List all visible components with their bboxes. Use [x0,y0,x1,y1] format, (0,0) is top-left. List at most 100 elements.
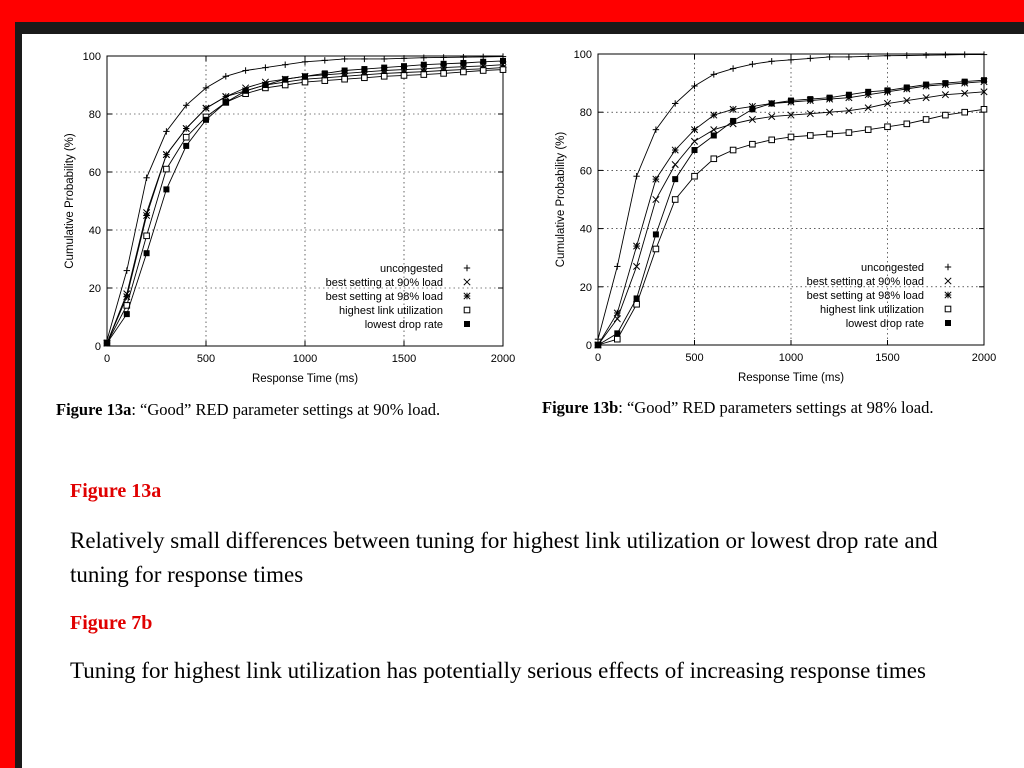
marker-shape [203,116,209,123]
chart-13a-x-tick-label-2000: 2000 [491,353,515,365]
chart-13b-series-uncongested-point [594,335,602,343]
marker-stroke [633,262,641,270]
marker-stroke [143,211,151,220]
marker-shape [440,70,447,77]
chart-13b-series-uncongested-point [768,58,775,65]
chart-13b-legend-label-uncongested: uncongested [861,262,924,274]
chart-13a-series-uncongested-point [202,84,210,92]
chart-13b-series-lowest-drop-rate-point [595,342,601,348]
chart-13b-series-lowest-drop-rate-point [614,330,621,337]
marker-stroke [710,111,718,119]
marker-shape [182,133,190,141]
marker-stroke [903,97,911,105]
chart-13b-series-best-setting-at-98-load-point [690,126,699,134]
marker-stroke [864,104,872,112]
marker-stroke [826,108,834,116]
marker-stroke [944,291,952,299]
marker-shape [302,73,308,80]
marker-stroke [787,111,795,119]
chart-13b-series-lowest-drop-rate-point [672,176,679,183]
figure-13b-caption-label: Figure 13b [542,398,619,417]
chart-13b-legend-label-best-setting-at-98-load: best setting at 98% load [807,290,924,302]
marker-shape [104,340,110,347]
chart-13b-series-best-setting-at-90-load-point [941,91,949,99]
chart-13b-series-uncongested-point [865,53,872,60]
marker-shape [942,80,949,87]
marker-shape [420,61,427,68]
chart-13b-series-highest-link-utilization-point [652,245,660,253]
marker-shape [865,88,872,95]
chart-13b-series-uncongested-point [729,65,737,72]
marker-shape [123,311,130,318]
chart-13b-legend-marker-lowest-drop-rate [945,320,951,326]
chart-13b-series-uncongested-point [980,51,988,58]
chart-13b-series-uncongested-point [826,53,833,61]
chart-13a-series-lowest-drop-rate-point [460,59,467,66]
slide-frame-top [15,22,1024,34]
chart-13b-series-highest-link-utilization-point [768,136,775,144]
chart-13a-series-uncongested-point [282,61,289,68]
chart-13a-series-best-setting-at-98-load-point [143,211,151,220]
chart-13b-series-uncongested [594,51,988,343]
marker-shape [749,140,756,148]
chart-13b-series-best-setting-at-90-load-point [922,94,930,102]
chart-13b-series-best-setting-at-90-load-point [748,115,756,124]
chart-13b-series-lowest-drop-rate-point [903,84,910,91]
chart-13a-series-uncongested-point [262,64,269,71]
marker-stroke [961,89,969,97]
figure-13a-caption-label: Figure 13a [56,400,132,419]
marker-shape [652,245,660,253]
chart-13b-series-best-setting-at-90-load-point [671,161,679,169]
chart-13b-series-best-setting-at-90-load-point [652,195,660,204]
marker-stroke [690,126,699,134]
chart-13a-series-lowest-drop-rate-line [106,60,504,344]
chart-13a-series-highest-link-utilization-point [301,78,309,86]
chart-13b-series-highest-link-utilization-point [922,116,930,123]
marker-shape [633,295,640,302]
chart-13b-series-highest-link-utilization-point [884,123,891,131]
chart-13b-series-highest-link-utilization-point [614,335,621,343]
marker-stroke [748,115,756,124]
marker-stroke [671,146,679,154]
marker-stroke [980,88,988,96]
marker-shape [903,84,910,91]
chart-13a-series-uncongested-point [341,55,348,63]
chart-13a-y-tick-label-20: 20 [89,283,101,295]
chart-13b-series-highest-link-utilization-point [942,111,949,119]
chart-13a-series-lowest-drop-rate-point [341,67,348,74]
chart-13a-legend-label-uncongested: uncongested [380,263,443,275]
marker-shape [614,330,621,337]
chart-13b-legend-marker-highest-link-utilization [944,305,952,313]
chart-13b-series-highest-link-utilization-point [749,140,756,148]
chart-13b-series-lowest-drop-rate-point [865,88,872,95]
chart-13b-series-lowest-drop-rate [595,77,987,348]
marker-shape [749,106,756,113]
marker-shape [826,94,833,101]
marker-stroke [123,293,131,301]
chart-13b-series-lowest-drop-rate-point [981,77,987,84]
chart-13b-x-tick-label-1000: 1000 [779,352,803,364]
chart-13b-series-highest-link-utilization-point [864,126,872,133]
marker-shape [222,99,229,106]
chart-13b-series-lowest-drop-rate-point [652,231,659,238]
chart-13a-series-lowest-drop-rate-point [480,58,487,65]
chart-13a-x-tick-label-0: 0 [104,353,110,365]
figure-13b-caption: Figure 13b: “Good” RED parameters settin… [542,398,934,418]
chart-13b-series-best-setting-at-98-load-point [652,175,660,183]
chart-13a-legend-marker-highest-link-utilization [463,306,471,314]
marker-shape [845,129,853,136]
marker-stroke [710,126,718,134]
marker-stroke [729,105,737,113]
marker-shape [671,196,679,203]
slide: 0 500 1000 1500 2000 0 20 40 60 80 100 Response Tim… [22,34,1024,768]
chart-13a-series-uncongested-point [123,267,130,274]
chart-13b-series-highest-link-utilization-point [710,155,718,163]
marker-shape [242,87,249,94]
chart-13b-series-uncongested-point [652,126,660,133]
marker-shape [729,146,737,154]
chart-13a-x-axis-label: Response Time (ms) [252,373,358,385]
marker-shape [420,71,428,78]
chart-13b-series-best-setting-at-90-load-point [768,113,776,121]
chart-13b-series-uncongested-point [922,51,930,59]
marker-shape [401,63,407,70]
